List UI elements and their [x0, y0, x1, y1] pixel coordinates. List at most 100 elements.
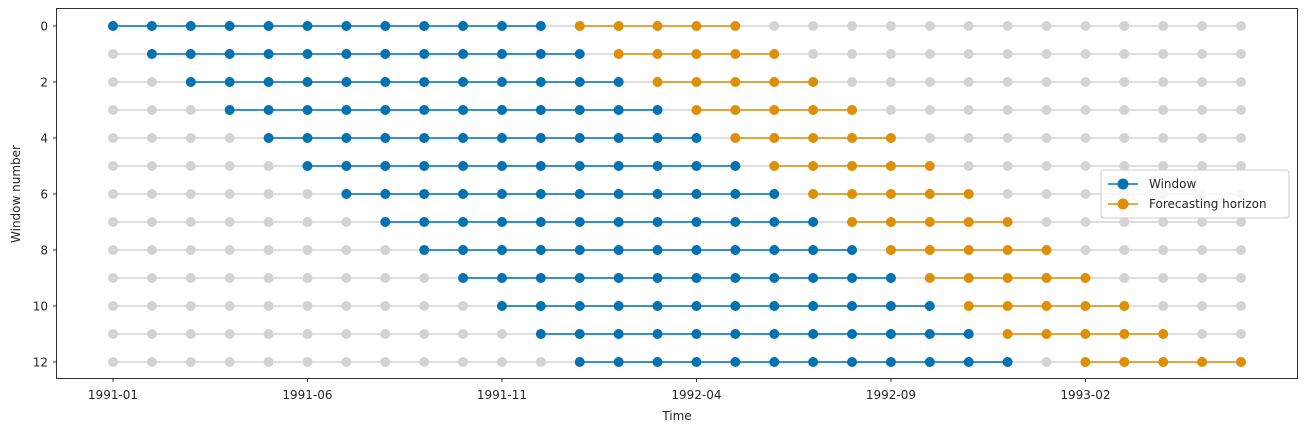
legend-label-horizon: Forecasting horizon: [1149, 197, 1267, 211]
background-point: [419, 273, 430, 283]
background-point: [496, 329, 507, 339]
horizon-point: [808, 105, 819, 115]
background-point: [458, 357, 469, 367]
background-point: [1080, 21, 1091, 31]
window-point: [847, 273, 858, 283]
background-point: [341, 273, 352, 283]
background-point: [1119, 161, 1130, 171]
window-point: [341, 161, 352, 171]
window-point: [574, 245, 585, 255]
background-point: [224, 273, 235, 283]
window-point: [613, 189, 624, 199]
background-point: [1236, 301, 1246, 311]
horizon-point: [963, 217, 974, 227]
window-point: [341, 21, 352, 31]
legend-marker-window: [1117, 178, 1129, 190]
horizon-point: [808, 189, 819, 199]
background-point: [1158, 133, 1169, 143]
window-point: [535, 105, 546, 115]
horizon-point: [691, 21, 702, 31]
window-point: [458, 133, 469, 143]
background-point: [1197, 245, 1208, 255]
window-point: [691, 161, 702, 171]
background-point: [185, 273, 196, 283]
background-point: [1158, 49, 1169, 59]
window-point: [574, 77, 585, 87]
background-point: [341, 301, 352, 311]
background-point: [263, 217, 274, 227]
window-point: [730, 273, 741, 283]
background-point: [1041, 21, 1052, 31]
background-point: [1197, 273, 1208, 283]
background-point: [263, 301, 274, 311]
window-point: [458, 105, 469, 115]
background-point: [496, 357, 507, 367]
background-point: [185, 245, 196, 255]
window-point: [885, 357, 896, 367]
window-point: [302, 133, 313, 143]
window-point: [185, 21, 196, 31]
window-point: [496, 105, 507, 115]
window-point: [419, 21, 430, 31]
x-tick-label: 1992-04: [671, 388, 721, 402]
window-point: [224, 21, 235, 31]
window-point: [613, 161, 624, 171]
background-point: [1197, 301, 1208, 311]
window-point: [419, 133, 430, 143]
window-point: [185, 49, 196, 59]
background-point: [1119, 105, 1130, 115]
window-point: [613, 105, 624, 115]
background-point: [1041, 161, 1052, 171]
background-point: [146, 273, 157, 283]
background-point: [847, 21, 858, 31]
background-point: [1119, 49, 1130, 59]
window-point: [847, 329, 858, 339]
horizon-point: [769, 77, 780, 87]
background-point: [108, 217, 118, 227]
window-point: [691, 133, 702, 143]
horizon-point: [1119, 329, 1130, 339]
window-point: [613, 329, 624, 339]
background-point: [302, 273, 313, 283]
background-point: [1002, 105, 1013, 115]
background-point: [1197, 49, 1208, 59]
window-point: [574, 161, 585, 171]
horizon-point: [691, 77, 702, 87]
background-point: [1158, 217, 1169, 227]
horizon-point: [769, 105, 780, 115]
background-point: [1197, 77, 1208, 87]
background-point: [263, 329, 274, 339]
horizon-point: [769, 49, 780, 59]
horizon-point: [885, 245, 896, 255]
background-point: [380, 301, 391, 311]
horizon-point: [574, 21, 585, 31]
background-point: [146, 217, 157, 227]
window-point: [419, 245, 430, 255]
background-point: [1119, 77, 1130, 87]
background-point: [108, 357, 118, 367]
window-point: [808, 357, 819, 367]
background-point: [1158, 273, 1169, 283]
background-point: [146, 329, 157, 339]
window-point: [652, 357, 663, 367]
background-point: [146, 77, 157, 87]
horizon-point: [885, 161, 896, 171]
window-point: [808, 329, 819, 339]
horizon-point: [1002, 301, 1013, 311]
window-point: [496, 245, 507, 255]
horizon-point: [652, 21, 663, 31]
background-point: [146, 245, 157, 255]
y-tick-label: 10: [33, 300, 48, 314]
window-point: [535, 301, 546, 311]
window-point: [458, 21, 469, 31]
background-point: [185, 189, 196, 199]
horizon-point: [924, 161, 935, 171]
window-point: [574, 133, 585, 143]
x-tick-label: 1992-09: [866, 388, 916, 402]
horizon-point: [924, 189, 935, 199]
window-point: [730, 245, 741, 255]
background-point: [1041, 49, 1052, 59]
background-point: [847, 49, 858, 59]
background-point: [963, 77, 974, 87]
background-point: [185, 357, 196, 367]
